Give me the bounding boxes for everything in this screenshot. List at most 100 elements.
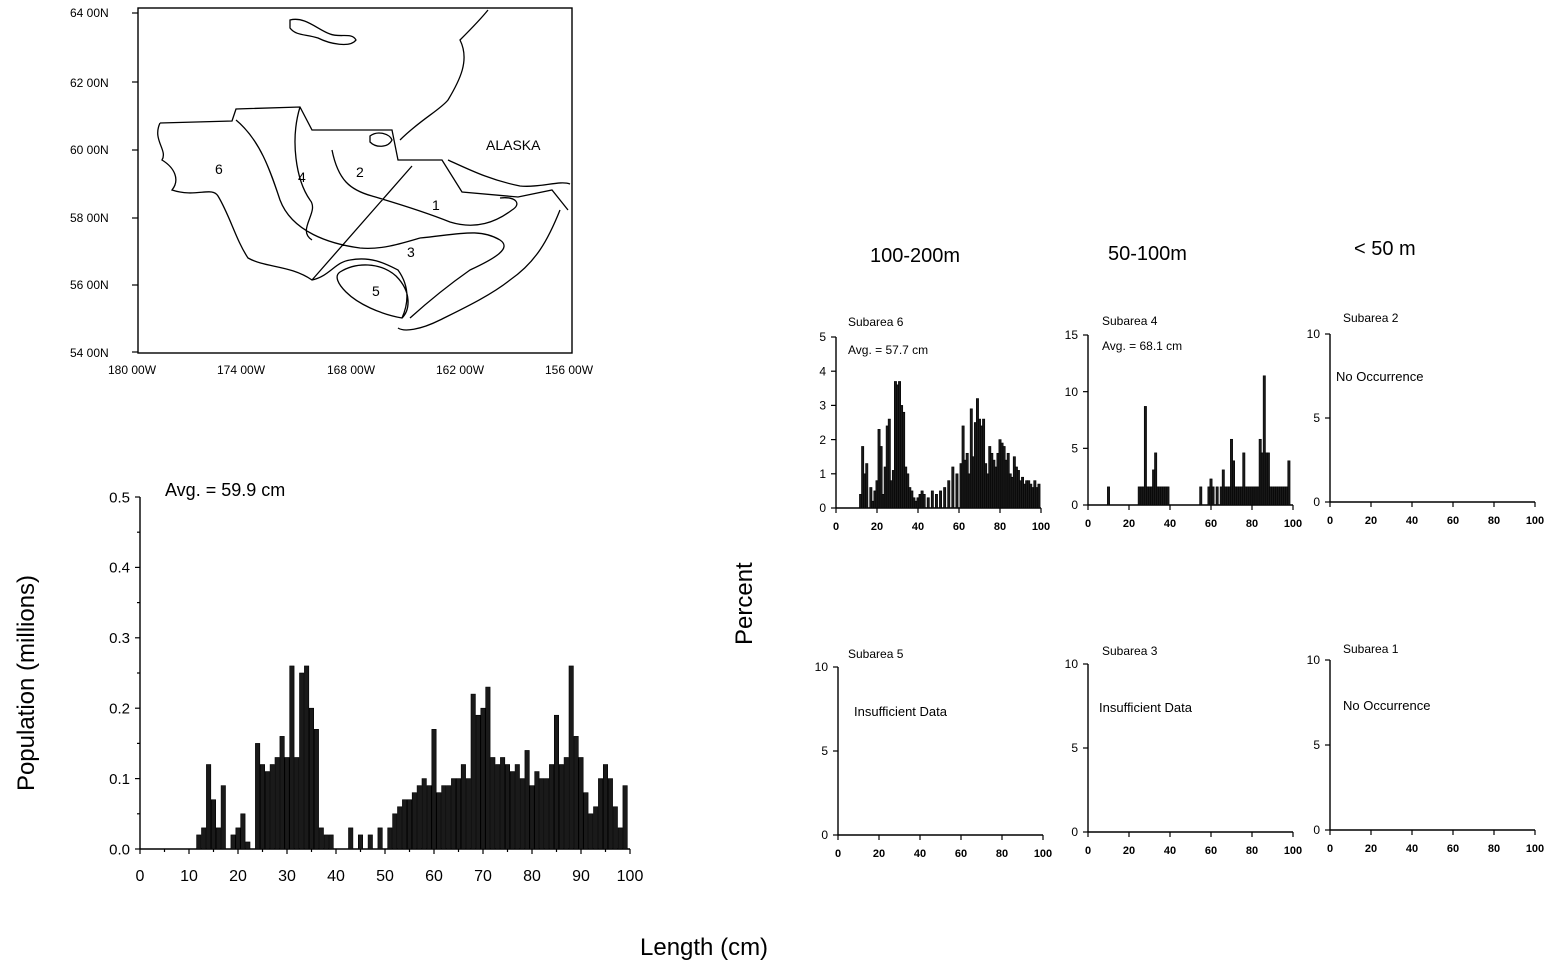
x-tick-label: 70: [474, 868, 492, 885]
panel-title: Subarea 6: [848, 315, 904, 329]
x-tick-label: 60: [955, 848, 967, 860]
x-tick-label: 40: [1406, 843, 1418, 855]
x-tick-label: 20: [873, 848, 885, 860]
y-tick-label: 10: [1307, 327, 1321, 341]
bar: [539, 778, 545, 850]
x-tick-label: 40: [1164, 518, 1176, 530]
y-tick-label: 0: [1313, 823, 1320, 837]
x-tick-label: 20: [229, 868, 247, 885]
bar: [299, 672, 305, 850]
x-tick-label: 100: [1526, 843, 1544, 855]
lon-label: 174 00W: [217, 363, 266, 377]
y-tick-label: 0.5: [109, 489, 130, 506]
bar: [602, 764, 608, 850]
bar: [294, 757, 300, 850]
bar: [215, 827, 221, 850]
y-tick-label: 5: [1313, 738, 1320, 752]
bar: [397, 806, 403, 850]
x-tick-label: 80: [1488, 843, 1500, 855]
bar: [313, 729, 319, 850]
bar: [240, 813, 246, 850]
x-tick-label: 40: [912, 521, 924, 533]
bar: [514, 764, 520, 850]
chart-panel-0: 0.0 0.1 0.2 0.3 0.4 0.5 0 10 20 30 40 50 60 70 80 90 100…: [13, 480, 643, 885]
x-tick-label: 40: [914, 848, 926, 860]
subarea-map: 64 00N 62 00N 60 00N 58 00N 56 00N 54 00…: [70, 6, 594, 377]
bar: [455, 778, 461, 850]
bar: [1262, 375, 1266, 506]
y-tick-label: 0.3: [109, 630, 130, 647]
bar: [1215, 486, 1219, 506]
x-tick-label: 80: [1488, 515, 1500, 527]
panel-subtitle: Avg. = 68.1 cm: [1102, 339, 1182, 353]
y-tick-label: 5: [819, 330, 826, 344]
panels-ylabel: Percent: [731, 562, 758, 645]
subarea-number: 2: [356, 164, 364, 180]
bar: [465, 778, 471, 850]
bar: [943, 487, 947, 509]
bar: [588, 813, 594, 850]
charts: 0.00.10.20.30.40.50 10 20 30 40 50 60 70 80 90 100…: [13, 311, 1544, 885]
panel-annotation: Insufficient Data: [1099, 700, 1193, 715]
bar: [255, 743, 261, 850]
bar: [318, 827, 324, 850]
lon-label: 180 00W: [108, 363, 157, 377]
bar: [865, 463, 869, 509]
bar: [206, 764, 212, 850]
x-tick-label: 0: [833, 521, 839, 533]
bar: [402, 799, 408, 850]
lon-label: 162 00W: [436, 363, 485, 377]
panel-title: Subarea 2: [1343, 311, 1399, 325]
bar: [544, 778, 550, 850]
y-tick-label: 5: [1313, 411, 1320, 425]
x-tick-label: 40: [327, 868, 345, 885]
bar: [598, 778, 604, 850]
bar: [926, 497, 930, 509]
y-tick-label: 10: [1065, 385, 1079, 399]
bar: [1037, 483, 1041, 509]
y-tick-label: 0.0: [109, 841, 130, 858]
bar: [573, 736, 579, 850]
bar: [1143, 406, 1147, 506]
panel-title: Subarea 3: [1102, 644, 1158, 658]
bar: [235, 827, 241, 850]
y-tick-label: 1: [819, 467, 826, 481]
y-tick-label: 2: [819, 433, 826, 447]
bar: [274, 757, 280, 850]
depth-header: 50-100m: [1108, 243, 1187, 265]
bar: [289, 665, 295, 850]
bar: [441, 785, 447, 850]
bar: [460, 764, 466, 850]
bar: [934, 494, 938, 509]
y-axis-label: Population (millions): [13, 575, 40, 791]
y-tick-label: 3: [819, 399, 826, 413]
x-tick-label: 60: [1205, 845, 1217, 857]
y-tick-label: 0: [1071, 498, 1078, 512]
bar: [269, 764, 275, 850]
bar: [470, 693, 476, 850]
x-tick-label: 80: [1246, 845, 1258, 857]
map-frame: [137, 7, 573, 354]
bar: [308, 707, 314, 850]
y-tick-label: 0: [1313, 495, 1320, 509]
bar: [357, 834, 363, 850]
bar: [436, 792, 442, 850]
x-tick-label: 20: [871, 521, 883, 533]
bar: [451, 778, 457, 850]
bar: [1266, 452, 1270, 506]
lat-label: 64 00N: [70, 6, 109, 20]
x-tick-label: 60: [425, 868, 443, 885]
bar: [578, 757, 584, 850]
bar: [553, 714, 559, 850]
panel-annotation: No Occurrence: [1336, 369, 1423, 384]
bar: [902, 411, 906, 509]
y-tick-label: 0.1: [109, 771, 130, 788]
x-tick-label: 60: [1447, 515, 1459, 527]
panel-subtitle: Avg. = 57.7 cm: [848, 343, 928, 357]
y-tick-label: 4: [819, 364, 826, 378]
x-tick-label: 0: [1327, 843, 1333, 855]
